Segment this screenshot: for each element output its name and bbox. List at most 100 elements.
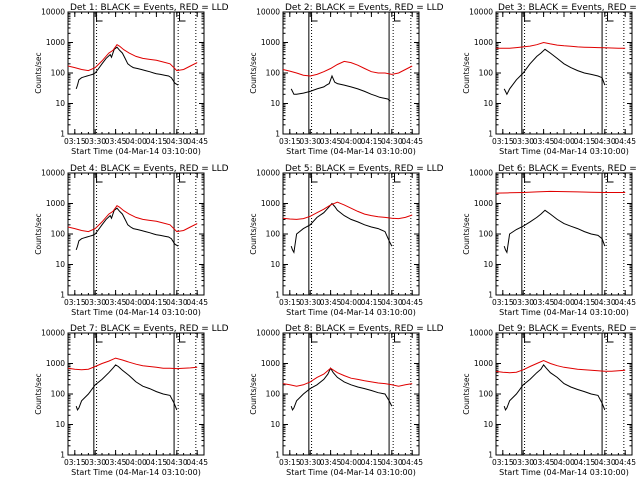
detector-panel-2: 1 10 100 1000 10000 03:1503:3003:4504:0004:15… bbox=[249, 3, 444, 156]
interval-flag bbox=[179, 333, 186, 343]
interval-flag bbox=[607, 333, 614, 343]
y-tick-label: 10000 bbox=[41, 8, 65, 17]
x-tick-label: 03:15 bbox=[64, 137, 86, 146]
x-axis-label: Start Time (04-Mar-14 03:10:00) bbox=[286, 147, 416, 156]
x-tick-label: 03:45 bbox=[320, 298, 342, 307]
x-tick-label: 04:00 bbox=[340, 137, 362, 146]
y-tick-label: 10000 bbox=[41, 329, 65, 338]
x-tick-label: 04:15 bbox=[574, 137, 596, 146]
y-tick-label: 10000 bbox=[469, 169, 493, 178]
x-tick-label: 04:30 bbox=[166, 137, 188, 146]
panel-title: Det 1: BLACK = Events, RED = LLD bbox=[70, 3, 229, 13]
x-tick-label: 03:45 bbox=[320, 137, 342, 146]
y-axis-label: Counts/sec bbox=[34, 52, 43, 93]
x-tick-label: 03:30 bbox=[512, 298, 534, 307]
y-tick-label: 1 bbox=[275, 451, 280, 460]
x-tick-label: 03:15 bbox=[492, 137, 514, 146]
x-tick-label: 04:45 bbox=[186, 137, 208, 146]
y-tick-label: 10000 bbox=[256, 8, 280, 17]
events-series-line bbox=[290, 367, 393, 411]
interval-flag bbox=[96, 333, 103, 343]
interval-flag bbox=[179, 12, 186, 22]
events-series-line bbox=[290, 74, 391, 102]
x-tick-label: 03:15 bbox=[492, 298, 514, 307]
x-tick-label: 04:15 bbox=[146, 298, 168, 307]
x-axis-label: Start Time (04-Mar-14 03:10:00) bbox=[499, 468, 629, 477]
y-tick-label: 10000 bbox=[256, 329, 280, 338]
y-tick-label: 10000 bbox=[469, 8, 493, 17]
x-tick-label: 04:00 bbox=[340, 458, 362, 467]
x-tick-label: 04:00 bbox=[125, 298, 147, 307]
x-tick-label: 03:30 bbox=[84, 137, 106, 146]
y-tick-label: 10 bbox=[270, 99, 280, 108]
x-tick-label: 04:15 bbox=[361, 137, 383, 146]
x-tick-label: 04:15 bbox=[361, 458, 383, 467]
y-axis-label: Counts/sec bbox=[34, 213, 43, 254]
interval-flag bbox=[96, 173, 103, 183]
y-tick-label: 1 bbox=[60, 291, 65, 300]
x-tick-label: 03:45 bbox=[105, 458, 127, 467]
y-tick-label: 1 bbox=[488, 451, 493, 460]
interval-flag bbox=[524, 333, 531, 343]
interval-flag bbox=[394, 333, 401, 343]
y-tick-label: 1000 bbox=[474, 199, 493, 208]
x-tick-label: 04:45 bbox=[614, 137, 636, 146]
y-axis-label: Counts/sec bbox=[462, 52, 471, 93]
x-tick-label: 03:30 bbox=[299, 458, 321, 467]
panel-title: Det 6: BLACK = Events, RED = LLD bbox=[498, 164, 640, 174]
x-tick-label: 03:30 bbox=[84, 298, 106, 307]
y-tick-label: 10 bbox=[483, 260, 493, 269]
y-axis-label: Counts/sec bbox=[249, 373, 258, 414]
y-axis-label: Counts/sec bbox=[34, 373, 43, 414]
x-tick-label: 04:00 bbox=[553, 458, 575, 467]
x-tick-label: 04:30 bbox=[594, 137, 616, 146]
x-tick-label: 04:00 bbox=[553, 137, 575, 146]
x-tick-label: 03:15 bbox=[279, 137, 301, 146]
y-tick-label: 1000 bbox=[261, 359, 280, 368]
interval-flag bbox=[311, 12, 318, 22]
x-tick-label: 03:45 bbox=[105, 298, 127, 307]
x-tick-label: 04:45 bbox=[401, 298, 423, 307]
events-series-line bbox=[75, 207, 179, 251]
x-tick-label: 03:30 bbox=[512, 137, 534, 146]
x-tick-label: 03:45 bbox=[533, 458, 555, 467]
x-axis-label: Start Time (04-Mar-14 03:10:00) bbox=[71, 468, 201, 477]
detector-panel-1: 1 10 100 1000 10000 03:1503:3003:4504:0004:15… bbox=[34, 3, 229, 156]
y-tick-label: 1000 bbox=[261, 199, 280, 208]
x-tick-label: 04:00 bbox=[125, 458, 147, 467]
y-tick-label: 100 bbox=[479, 390, 494, 399]
y-tick-label: 10 bbox=[55, 420, 65, 429]
panel-title: Det 9: BLACK = Events, RED = LLD bbox=[498, 324, 640, 334]
y-tick-label: 10 bbox=[55, 260, 65, 269]
interval-flag bbox=[179, 173, 186, 183]
detector-panel-4: 1 10 100 1000 10000 03:1503:3003:4504:0004:15… bbox=[34, 164, 229, 317]
y-tick-label: 1 bbox=[488, 130, 493, 139]
lld-series-line bbox=[495, 359, 626, 374]
interval-flag bbox=[394, 12, 401, 22]
y-axis-label: Counts/sec bbox=[249, 213, 258, 254]
y-tick-label: 1 bbox=[60, 130, 65, 139]
y-tick-label: 1 bbox=[60, 451, 65, 460]
x-tick-label: 03:15 bbox=[64, 458, 86, 467]
x-tick-label: 03:30 bbox=[299, 298, 321, 307]
x-tick-label: 03:45 bbox=[533, 137, 555, 146]
x-tick-label: 04:30 bbox=[381, 458, 403, 467]
y-tick-label: 100 bbox=[266, 230, 281, 239]
events-series-line bbox=[290, 202, 393, 254]
detector-panel-7: 1 10 100 1000 10000 03:1503:3003:4504:0004:15… bbox=[34, 324, 229, 477]
detector-panel-9: 1 10 100 1000 10000 03:1503:3003:4504:0004:15… bbox=[462, 324, 640, 477]
interval-flag bbox=[96, 12, 103, 22]
x-tick-label: 04:45 bbox=[401, 137, 423, 146]
x-tick-label: 04:30 bbox=[594, 298, 616, 307]
panel-title: Det 3: BLACK = Events, RED = LLD bbox=[498, 3, 640, 13]
y-tick-label: 1 bbox=[488, 291, 493, 300]
interval-flag bbox=[524, 12, 531, 22]
interval-flag bbox=[311, 173, 318, 183]
x-tick-label: 03:15 bbox=[279, 298, 301, 307]
x-tick-label: 04:30 bbox=[166, 298, 188, 307]
detector-panel-3: 1 10 100 1000 10000 03:1503:3003:4504:0004:15… bbox=[462, 3, 640, 156]
x-tick-label: 04:30 bbox=[381, 298, 403, 307]
y-tick-label: 10000 bbox=[256, 169, 280, 178]
x-tick-label: 03:45 bbox=[533, 298, 555, 307]
x-axis-label: Start Time (04-Mar-14 03:10:00) bbox=[286, 468, 416, 477]
